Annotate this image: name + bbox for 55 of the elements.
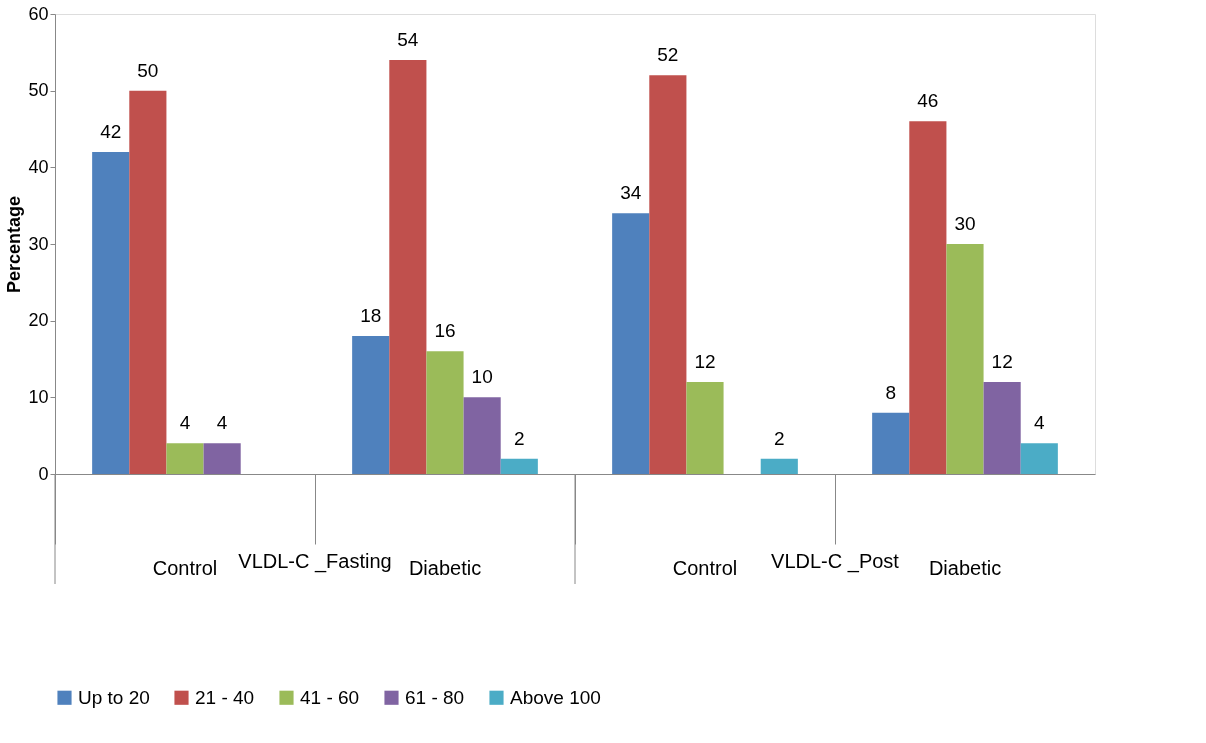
legend-label: 21 - 40 (195, 686, 255, 708)
bar (760, 458, 798, 474)
y-axis-title: Percentage (4, 195, 25, 294)
bar (92, 152, 130, 474)
data-label: 12 (694, 351, 716, 372)
x-tick-label: Control (672, 556, 738, 579)
y-tick-label: 50 (28, 80, 49, 101)
y-tick-label: 60 (28, 3, 49, 24)
bar (426, 351, 464, 474)
text: VLDL-C _Fasting (238, 550, 392, 573)
legend-label: Above 100 (510, 686, 601, 708)
data-label: 4 (216, 412, 228, 434)
bar (612, 213, 650, 474)
bar (1020, 443, 1058, 474)
x-tick-label: Control (152, 556, 218, 579)
bar (166, 443, 204, 474)
y-tick-label: 40 (28, 156, 49, 177)
data-label: 2 (774, 427, 785, 449)
data-label: 12 (991, 351, 1013, 372)
x-tick-label: Diabetic (408, 556, 482, 579)
bar (389, 60, 427, 474)
data-label: 8 (885, 381, 896, 403)
data-label: 50 (137, 59, 159, 81)
y-tick-label: 0 (38, 463, 49, 484)
data-label: 30 (954, 213, 976, 234)
bar (872, 412, 910, 474)
x-tick-label: Diabetic (928, 556, 1002, 579)
bar (129, 90, 167, 474)
data-label: 2 (514, 427, 525, 449)
bar (983, 382, 1021, 474)
bar (686, 382, 724, 474)
bar (352, 336, 390, 474)
bar (500, 458, 538, 474)
data-label: 54 (397, 29, 419, 50)
data-label: 34 (620, 182, 642, 204)
data-label: 10 (471, 366, 493, 388)
data-label: 4 (1034, 412, 1045, 434)
data-label: 42 (100, 121, 122, 142)
data-label: 46 (917, 90, 939, 112)
text: VLDL-C _Post (771, 550, 900, 573)
bar (649, 75, 687, 474)
data-label: 16 (434, 320, 456, 342)
y-tick-label: 10 (28, 386, 49, 407)
bar (463, 397, 501, 474)
y-tick-label: 30 (28, 233, 49, 254)
bar (203, 443, 241, 474)
legend-label: 61 - 80 (405, 686, 465, 708)
bar (909, 121, 947, 474)
y-tick-label: 20 (28, 310, 49, 331)
legend-label: 41 - 60 (300, 686, 360, 708)
data-label: 4 (179, 412, 191, 434)
legend-label: Up to 20 (78, 686, 150, 708)
data-label: 18 (360, 305, 382, 326)
bar (946, 244, 984, 474)
data-label: 52 (657, 44, 679, 66)
